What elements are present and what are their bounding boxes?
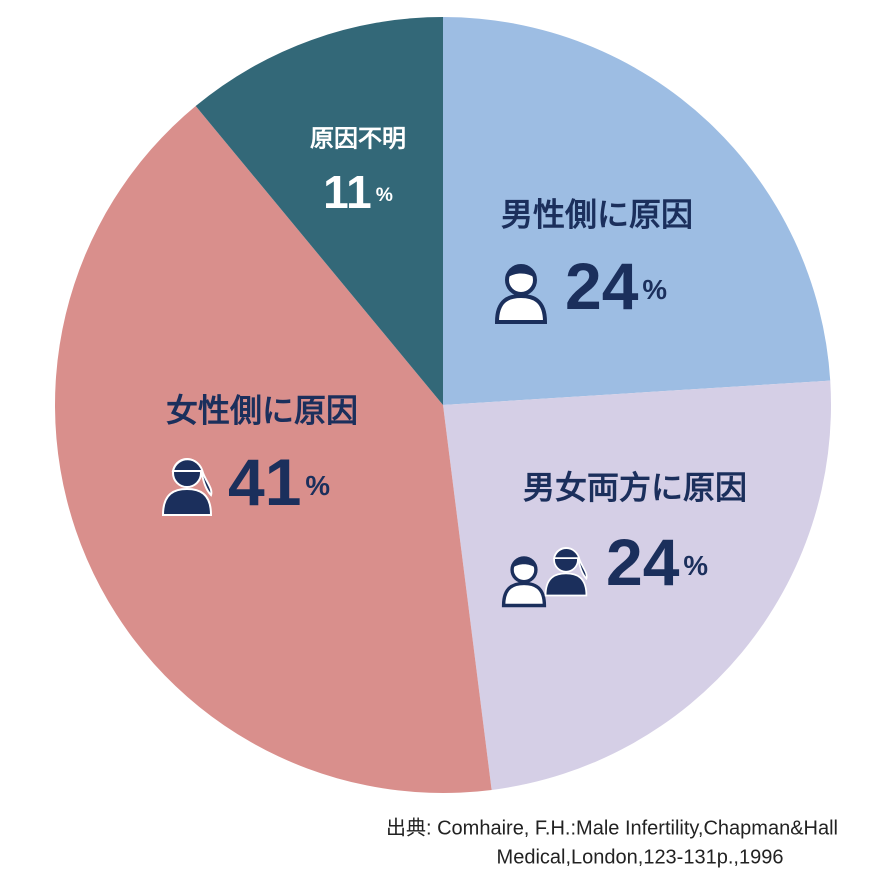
- value-label: 24%: [565, 249, 667, 323]
- slice-label: 女性側に原因: [166, 392, 358, 428]
- value-label: 41%: [228, 445, 330, 519]
- value-label: 24%: [606, 525, 708, 599]
- source-note: Medical,London,123-131p.,1996: [497, 846, 784, 868]
- icon-hair: [507, 267, 535, 278]
- slice-label: 男女両方に原因: [523, 469, 747, 505]
- icon-body: [161, 487, 213, 516]
- source-note: 出典: Comhaire, F.H.:Male Infertility,Chap…: [386, 816, 838, 839]
- pie-slice: [195, 17, 443, 405]
- pie-slice: [55, 106, 492, 793]
- icon-body: [494, 293, 548, 324]
- icon-body: [501, 581, 547, 608]
- pie-slice: [443, 380, 831, 790]
- slice-label: 男性側に原因: [501, 196, 693, 232]
- person-icon: [494, 264, 548, 324]
- slice-label: 原因不明: [310, 125, 406, 152]
- person-icon: [501, 556, 547, 608]
- value-label: 11%: [323, 166, 393, 218]
- person-icon: [544, 547, 588, 597]
- person-icon: [161, 458, 213, 516]
- icon-hair: [553, 547, 588, 581]
- labels: 男性側に原因 24 % 男女両方に原因 24 % 女性側に原因 41 % 原因不明 11%: [161, 125, 747, 608]
- icon-hair: [171, 458, 213, 497]
- icon-body: [544, 572, 588, 597]
- icon-hair: [512, 559, 536, 569]
